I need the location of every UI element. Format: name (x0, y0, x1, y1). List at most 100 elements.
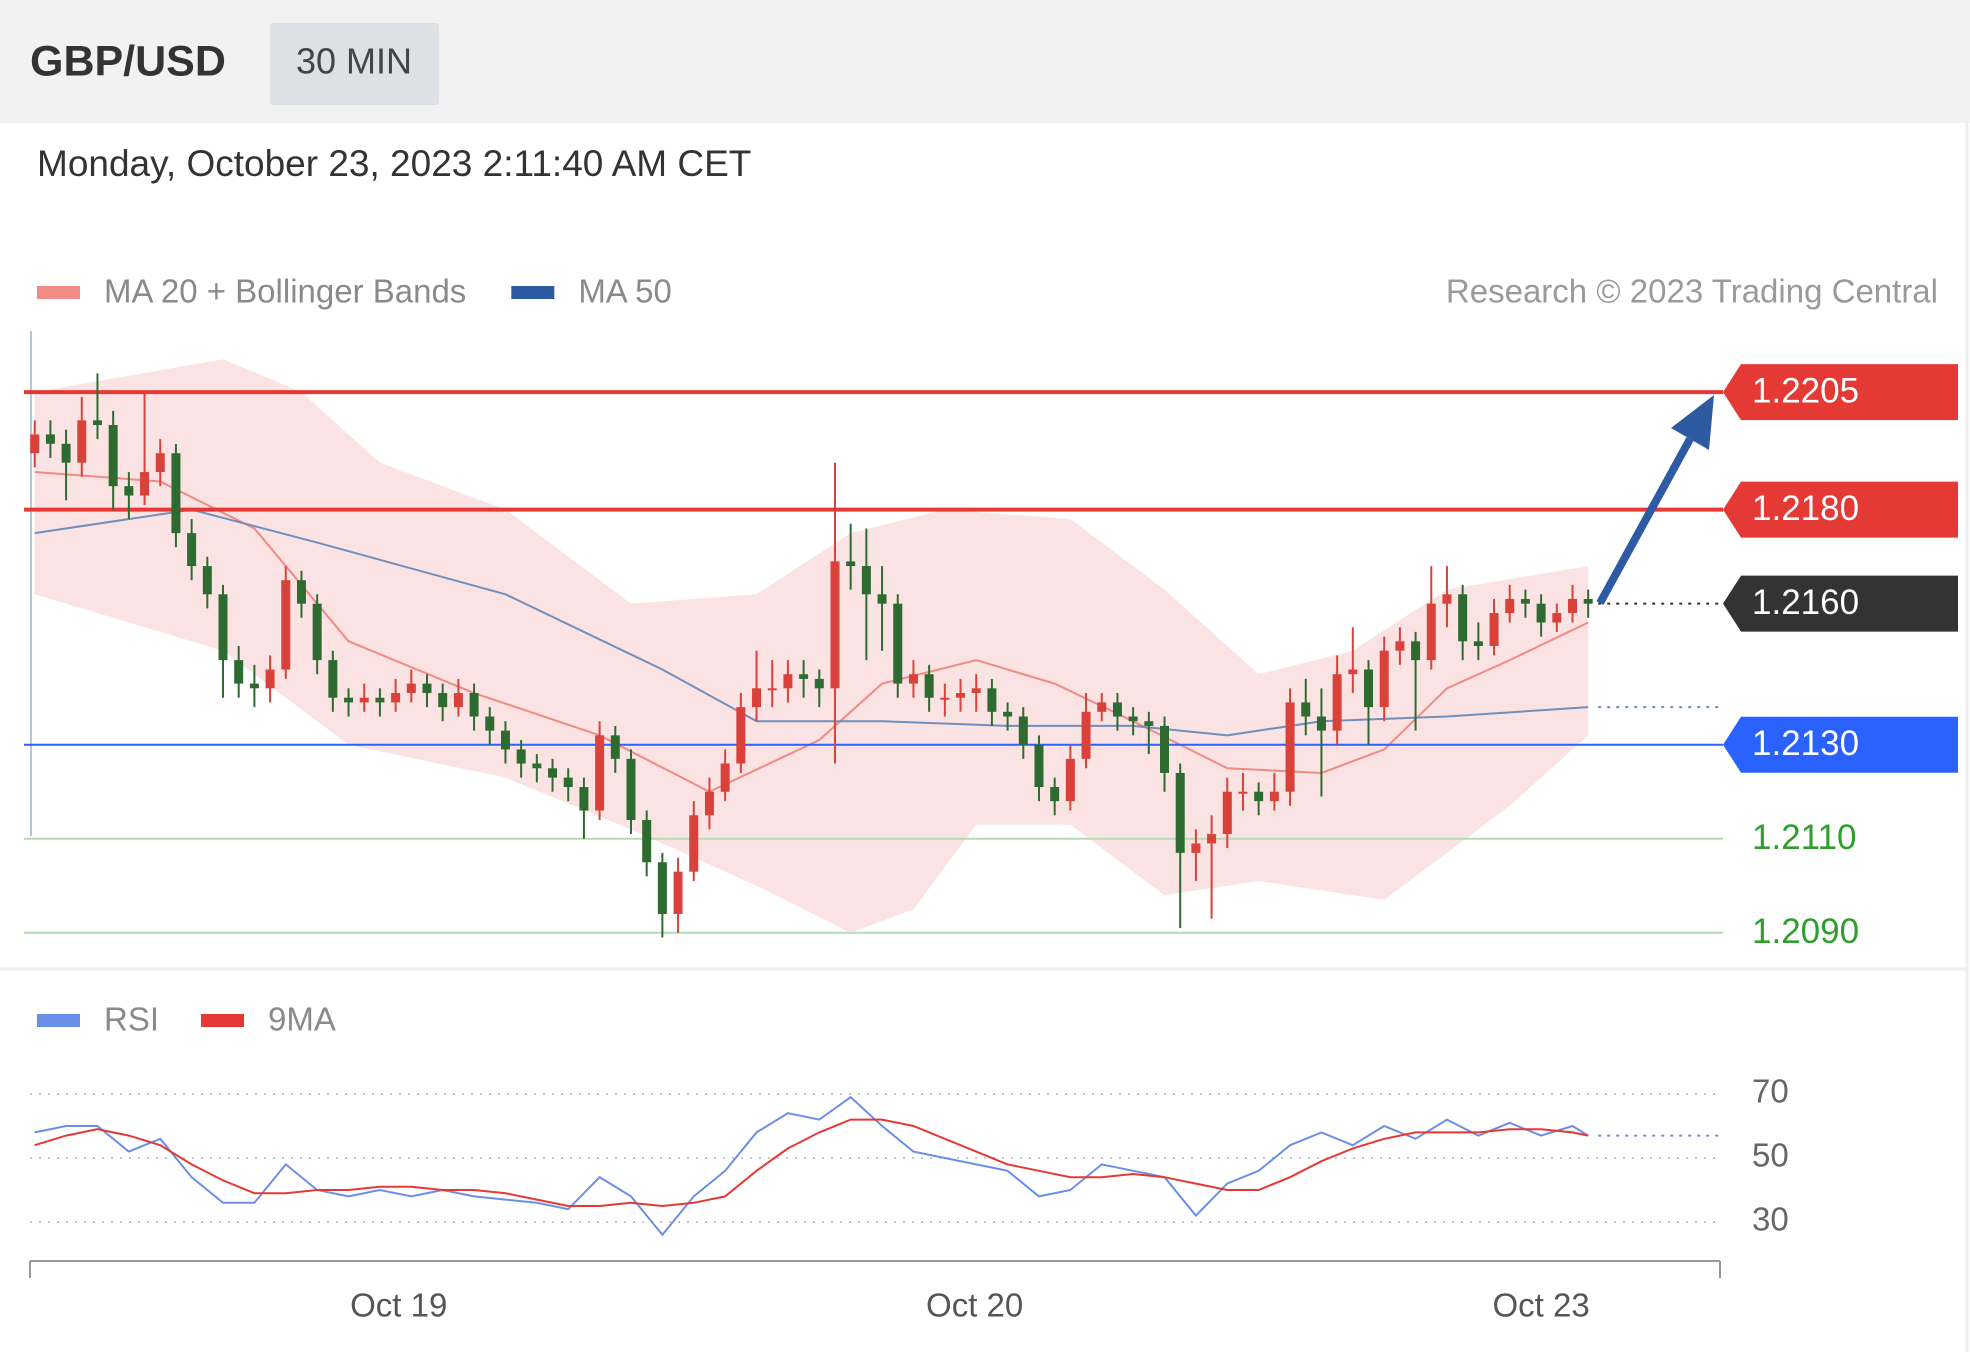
candle-body (1379, 650, 1389, 708)
candle-body (1348, 669, 1358, 675)
candle-body (500, 730, 510, 750)
candle-body (391, 693, 401, 703)
candle-body (846, 561, 856, 567)
candle-body (1520, 598, 1530, 604)
candle-body (1003, 711, 1013, 717)
candle-body (328, 660, 338, 698)
candle-body (830, 561, 840, 689)
y-tick-label: 30 (1752, 1201, 1789, 1238)
source: Research © 2023 Trading Central (1446, 273, 1938, 310)
legend-swatch (511, 286, 555, 299)
candle-body (45, 434, 55, 444)
indicator-line (34, 1118, 1589, 1208)
candle-body (1285, 702, 1295, 792)
level-label-box (1723, 575, 1958, 632)
level-label: 1.2180 (1752, 489, 1859, 528)
level-label: 1.2205 (1752, 371, 1859, 410)
x-tick-label: Oct 23 (1493, 1287, 1590, 1324)
candle-body (1536, 603, 1546, 623)
candle-body (1222, 791, 1232, 835)
candle-body (924, 674, 934, 698)
candle-body (30, 434, 40, 454)
arrow-shaft (1596, 437, 1694, 605)
candle-body (1332, 674, 1342, 731)
candle-body (1567, 598, 1577, 614)
candle-body (783, 674, 793, 689)
candle-body (249, 683, 259, 689)
candle-body (516, 749, 526, 764)
target-arrow (1596, 395, 1714, 605)
candle-body (124, 486, 134, 496)
candle-body (155, 453, 165, 473)
level-label: 1.2130 (1752, 724, 1859, 763)
candle-body (1050, 787, 1060, 802)
candle-body (422, 683, 432, 694)
candle-body (1489, 613, 1499, 646)
candle-body (1364, 669, 1374, 708)
candle-body (1160, 725, 1170, 773)
candle-body (1238, 791, 1248, 794)
candle-body (202, 566, 212, 595)
candle-body (1191, 843, 1201, 853)
x-tick-label: Oct 19 (350, 1287, 447, 1324)
legend-label: MA 50 (578, 273, 672, 310)
candle-body (234, 660, 244, 684)
legend-label: 9MA (268, 1001, 336, 1038)
candle-body (406, 683, 416, 694)
candle-body (1442, 594, 1452, 604)
interval: 30 MIN (296, 41, 412, 82)
price-panel: 1.2205 1.2180 1.2160 1.2130 1.2110 1.2090 MA 2… (24, 273, 1958, 951)
legend-label: RSI (104, 1001, 159, 1038)
candle-body (453, 693, 463, 708)
candle-body (642, 819, 652, 863)
candle-body (736, 707, 746, 764)
candle-body (1254, 791, 1264, 802)
level-label-box (1723, 364, 1958, 421)
candle-body (861, 566, 871, 595)
candle-body (218, 594, 228, 661)
candle-body (108, 425, 118, 487)
candle-body (61, 443, 71, 463)
x-tick-label: Oct 20 (926, 1287, 1023, 1324)
candle-body (908, 674, 918, 684)
candle-body (1458, 594, 1468, 642)
candle-body (265, 669, 275, 689)
candle-body (814, 678, 824, 689)
candle-body (1395, 641, 1405, 651)
candle-body (281, 580, 291, 670)
candle-body (689, 815, 699, 872)
candle-body (1175, 772, 1185, 853)
candle-body (799, 674, 809, 679)
candle-body (344, 697, 354, 703)
candle-body (752, 688, 762, 708)
timestamp: Monday, October 23, 2023 2:11:40 AM CET (37, 143, 751, 184)
level-label: 1.2110 (1752, 818, 1856, 857)
candle-body (1034, 744, 1044, 788)
level-label-box (1723, 481, 1958, 538)
candle-body (375, 697, 385, 703)
candle-body (1144, 721, 1154, 726)
y-tick-label: 70 (1752, 1073, 1789, 1110)
candle-body (1301, 702, 1311, 717)
candle-body (1112, 702, 1122, 717)
candle-body (767, 688, 777, 691)
candle-body (956, 693, 966, 698)
candle-body (626, 758, 636, 820)
candle-body (1316, 716, 1326, 731)
level-label: 1.2160 (1752, 583, 1859, 622)
candle-body (469, 693, 479, 717)
candle-body (548, 768, 558, 778)
legend-swatch (37, 286, 80, 299)
candle-body (877, 594, 887, 604)
candle-body (140, 472, 150, 496)
candle-body (1018, 716, 1028, 745)
candle-body (187, 533, 197, 567)
candle-body (1097, 702, 1107, 712)
arrow-head (1671, 395, 1714, 450)
y-tick-label: 50 (1752, 1137, 1789, 1174)
candle-body (987, 688, 997, 712)
candle-body (1473, 641, 1483, 646)
candle-body (1411, 641, 1421, 661)
candle-body (438, 693, 448, 708)
